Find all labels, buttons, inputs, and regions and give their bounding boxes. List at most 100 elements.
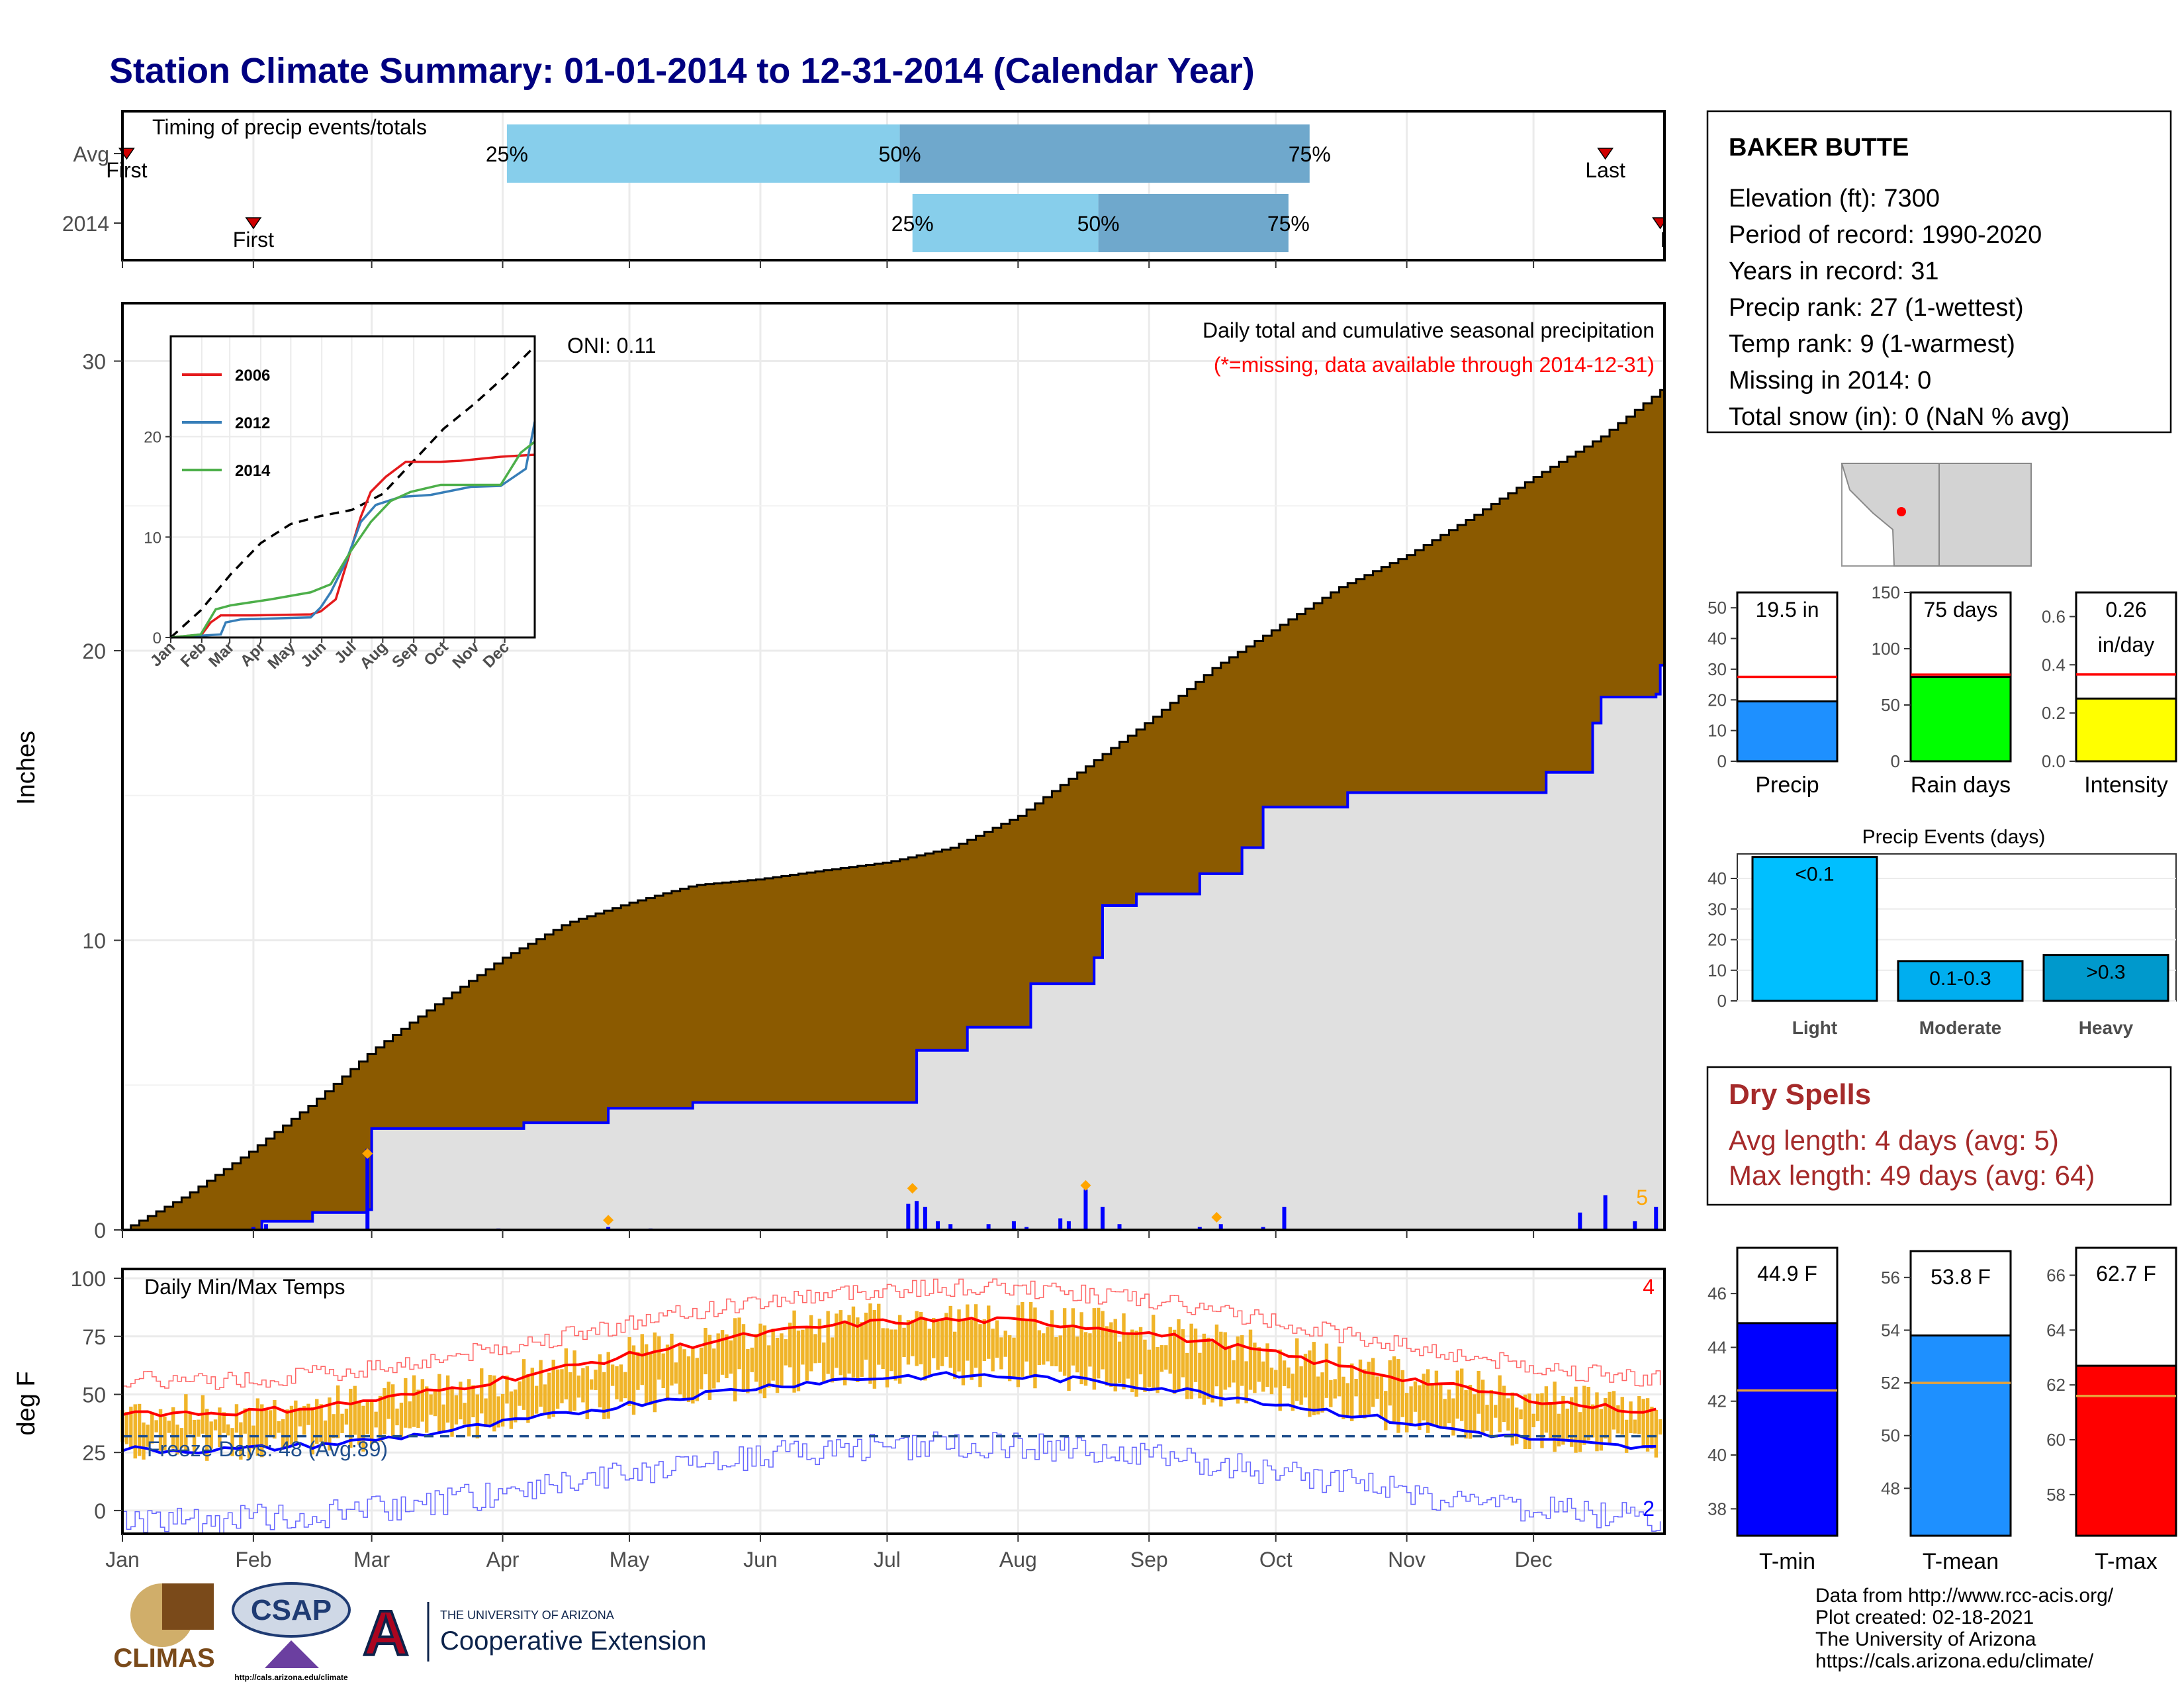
events-ytick-label: 40	[1707, 868, 1727, 888]
daily-temp-range-bar	[475, 1394, 480, 1438]
daily-temp-range-bar	[1616, 1405, 1620, 1434]
timing-row-label: 2014	[62, 212, 109, 236]
daily-temp-range-bar	[1629, 1401, 1633, 1433]
daily-temp-range-bar	[1612, 1391, 1616, 1430]
daily-temp-range-bar	[999, 1337, 1003, 1370]
inset-legend-label: 2014	[235, 462, 271, 480]
daily-temp-range-bar	[598, 1354, 602, 1408]
timing-pct-label: 50%	[1077, 212, 1120, 236]
last-event-label: Last	[1585, 158, 1625, 182]
daily-temp-range-bar	[471, 1385, 475, 1418]
daily-temp-range-bar	[572, 1350, 576, 1411]
dry-spells-avg: Avg length: 4 days (avg: 5)	[1729, 1125, 2059, 1156]
temp-ytick-label: 50	[82, 1383, 106, 1407]
daily-temp-range-bar	[167, 1421, 171, 1433]
daily-temp-range-bar	[594, 1370, 598, 1390]
daily-temp-range-bar	[243, 1408, 247, 1434]
daily-temp-range-bar	[1329, 1380, 1333, 1407]
daily-temp-range-bar	[712, 1348, 716, 1389]
daily-temp-range-bar	[1557, 1413, 1561, 1447]
daily-temp-range-bar	[627, 1336, 631, 1407]
temp-heading: Daily Min/Max Temps	[144, 1275, 345, 1299]
precip-corner-count: 5	[1636, 1186, 1648, 1209]
daily-temp-range-bar	[163, 1416, 167, 1450]
daily-temp-range-bar	[1181, 1329, 1185, 1378]
daily-temp-range-bar	[1350, 1363, 1354, 1421]
daily-temp-range-bar	[1388, 1360, 1392, 1406]
missing-note: (*=missing, data available through 2014-…	[1214, 353, 1655, 377]
daily-temp-range-bar	[640, 1334, 644, 1385]
daily-temp-range-bar	[1459, 1368, 1464, 1421]
timing-band-50-75	[899, 124, 1310, 183]
daily-temp-range-bar	[1236, 1336, 1240, 1404]
daily-temp-range-bar	[784, 1339, 788, 1366]
month-label: Jul	[874, 1548, 901, 1571]
temp-ytick-label: 100	[71, 1267, 106, 1291]
month-label: Oct	[1259, 1548, 1293, 1571]
temp-corner-bottom: 2	[1643, 1497, 1655, 1521]
daily-temp-range-bar	[1654, 1409, 1659, 1458]
daily-temp-range-bar	[682, 1349, 686, 1400]
daily-temp-range-bar	[589, 1379, 594, 1390]
daily-temp-range-bar	[1392, 1356, 1396, 1422]
daily-temp-range-bar	[1561, 1395, 1565, 1445]
station-location-dot	[1897, 507, 1906, 516]
daily-temp-range-bar	[813, 1334, 817, 1364]
daily-temp-range-bar	[1502, 1385, 1506, 1423]
last-event-marker	[1597, 148, 1614, 160]
daily-temp-range-bar	[260, 1404, 264, 1458]
ua-logo-letter: A	[363, 1598, 408, 1669]
daily-temp-range-bar	[530, 1368, 535, 1417]
summary-ytick-label: 0.6	[2042, 606, 2066, 626]
daily-temp-range-bar	[1409, 1386, 1413, 1427]
daily-temp-range-bar	[137, 1403, 142, 1456]
daily-temp-range-bar	[1553, 1382, 1557, 1452]
daily-temp-range-bar	[344, 1409, 349, 1425]
climas-logo-text: CLIMAS	[113, 1644, 214, 1673]
daily-temp-range-bar	[133, 1404, 137, 1459]
temp-ytick-label: 25	[82, 1441, 106, 1465]
precip-event-bar-heavy	[2042, 954, 2169, 1002]
inset-series-line-2012	[170, 421, 536, 639]
daily-temp-range-bar	[792, 1310, 796, 1393]
daily-temp-range-bar	[205, 1409, 209, 1461]
summary-ytick-label: 100	[1872, 639, 1900, 659]
precip-panel-frame	[121, 302, 1666, 1231]
temp-panel-frame	[121, 1268, 1666, 1535]
daily-temp-range-bar	[1278, 1349, 1282, 1411]
temp-summary-value: 44.9 F	[1757, 1262, 1817, 1286]
daily-temp-range-bar	[1079, 1312, 1083, 1385]
daily-temp-range-bar	[729, 1340, 733, 1374]
footer-credit-line: https://cals.arizona.edu/climate/	[1815, 1650, 2094, 1672]
daily-temp-range-bar	[264, 1409, 268, 1446]
daily-temp-range-bar	[1375, 1376, 1379, 1399]
first-event-label: First	[106, 158, 147, 182]
precip-event-bin-label: <0.1	[1795, 864, 1834, 886]
daily-temp-range-bar	[1007, 1335, 1012, 1382]
daily-temp-range-bar	[1578, 1412, 1582, 1452]
daily-temp-range-bar	[610, 1364, 615, 1386]
daily-temp-range-bar	[1535, 1393, 1540, 1421]
daily-temp-range-bar	[691, 1348, 695, 1404]
year-cumulative-precip-area	[122, 665, 1664, 1230]
daily-temp-range-bar	[1569, 1397, 1574, 1447]
daily-temp-range-bar	[340, 1413, 344, 1433]
daily-temp-range-bar	[1586, 1387, 1590, 1440]
daily-temp-range-bar	[1473, 1394, 1477, 1431]
daily-temp-range-bar	[966, 1304, 970, 1361]
daily-temp-range-bar	[289, 1405, 294, 1445]
daily-temp-range-bar	[158, 1409, 163, 1451]
daily-temp-range-bar	[1193, 1329, 1198, 1382]
daily-temp-range-bar	[1071, 1308, 1075, 1366]
daily-temp-range-bar	[484, 1398, 488, 1428]
daily-temp-range-bar	[429, 1394, 433, 1415]
daily-temp-range-bar	[906, 1320, 911, 1365]
daily-temp-range-bar	[1088, 1333, 1092, 1367]
daily-temp-range-bar	[847, 1315, 851, 1374]
daily-temp-range-bar	[222, 1412, 226, 1433]
daily-temp-range-bar	[644, 1344, 649, 1404]
daily-temp-range-bar	[1097, 1307, 1101, 1379]
daily-precip-bar	[1058, 1218, 1063, 1230]
daily-precip-bar	[1282, 1207, 1287, 1230]
daily-temp-range-bar	[1384, 1391, 1388, 1430]
